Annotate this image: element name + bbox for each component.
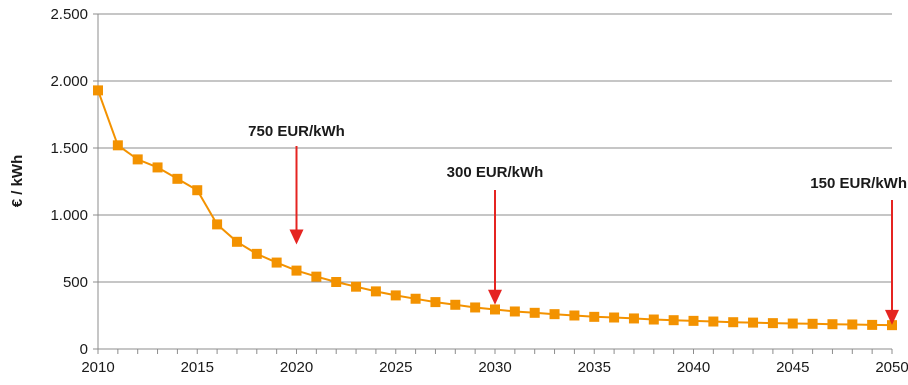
data-point [450,299,461,310]
annotation-label: 750 EUR/kWh [248,123,345,140]
y-tick-label: 2.000 [50,73,88,90]
y-axis-label: € / kWh [9,155,26,208]
data-point [311,271,322,282]
data-point [351,281,362,292]
data-point [93,85,103,96]
data-point [251,248,262,259]
x-tick-label: 2040 [677,359,710,376]
annotation-arrow-head [289,229,304,245]
data-point [589,311,600,322]
data-point [529,307,540,318]
data-point [648,314,659,325]
data-point [331,277,342,287]
data-point [132,154,143,165]
data-point [767,318,778,329]
data-point [152,162,163,173]
x-tick-label: 2035 [578,359,611,376]
data-point [549,309,560,320]
data-point [748,317,759,328]
data-point [708,316,719,327]
data-point [470,302,481,313]
data-point [728,317,739,328]
y-tick-label: 2.500 [50,6,88,23]
x-tick-label: 2045 [776,359,809,376]
data-point [212,219,223,230]
annotation-arrow-head [488,289,502,305]
x-axis-ticks: 2010 2015 2020 2025 2030 2035 2040 2045 2050 [81,349,908,376]
axes [97,14,892,350]
annotations: 750 EUR/kWh 300 EUR/kWh 150 EUR/kWh [248,123,907,325]
data-point [787,318,798,329]
data-point [827,319,838,330]
y-tick-label: 1.000 [50,207,88,224]
y-tick-label: 1.500 [50,140,88,157]
x-tick-label: 2020 [280,359,313,376]
data-point [231,236,242,247]
data-point [628,313,639,324]
y-axis-ticks: 0 500 1.000 1.500 2.000 2.500 [50,6,98,358]
annotation-label: 300 EUR/kWh [447,164,544,181]
x-tick-label: 2050 [875,359,908,376]
data-point [390,290,401,301]
data-point [430,297,441,308]
data-point [192,185,203,196]
x-tick-label: 2015 [181,359,214,376]
data-point [112,140,123,151]
data-point [410,293,421,304]
series-line [93,85,897,331]
data-point [172,173,183,184]
y-tick-label: 0 [80,341,88,358]
data-point [688,315,699,326]
grid-lines [98,13,892,283]
data-point [807,318,818,329]
annotation-label: 150 EUR/kWh [810,175,907,192]
data-point [609,312,620,323]
x-tick-label: 2025 [379,359,412,376]
data-point [569,310,580,321]
data-point [847,319,858,330]
data-point [291,265,302,276]
annotation-arrow-head [885,309,899,325]
data-point [668,315,679,326]
data-point [370,286,381,297]
data-point [271,257,282,268]
y-tick-label: 500 [63,274,88,291]
x-tick-label: 2010 [81,359,114,376]
data-point [490,304,500,315]
data-point [887,320,897,331]
data-point [867,319,878,330]
data-point [509,306,520,317]
x-tick-label: 2030 [478,359,511,376]
